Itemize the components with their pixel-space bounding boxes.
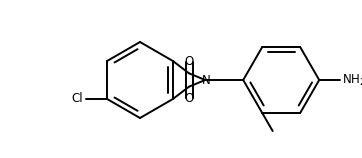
- Text: O: O: [184, 55, 194, 68]
- Text: NH$_2$: NH$_2$: [342, 73, 362, 88]
- Text: O: O: [184, 91, 194, 105]
- Text: Cl: Cl: [72, 92, 83, 106]
- Text: N: N: [202, 73, 211, 86]
